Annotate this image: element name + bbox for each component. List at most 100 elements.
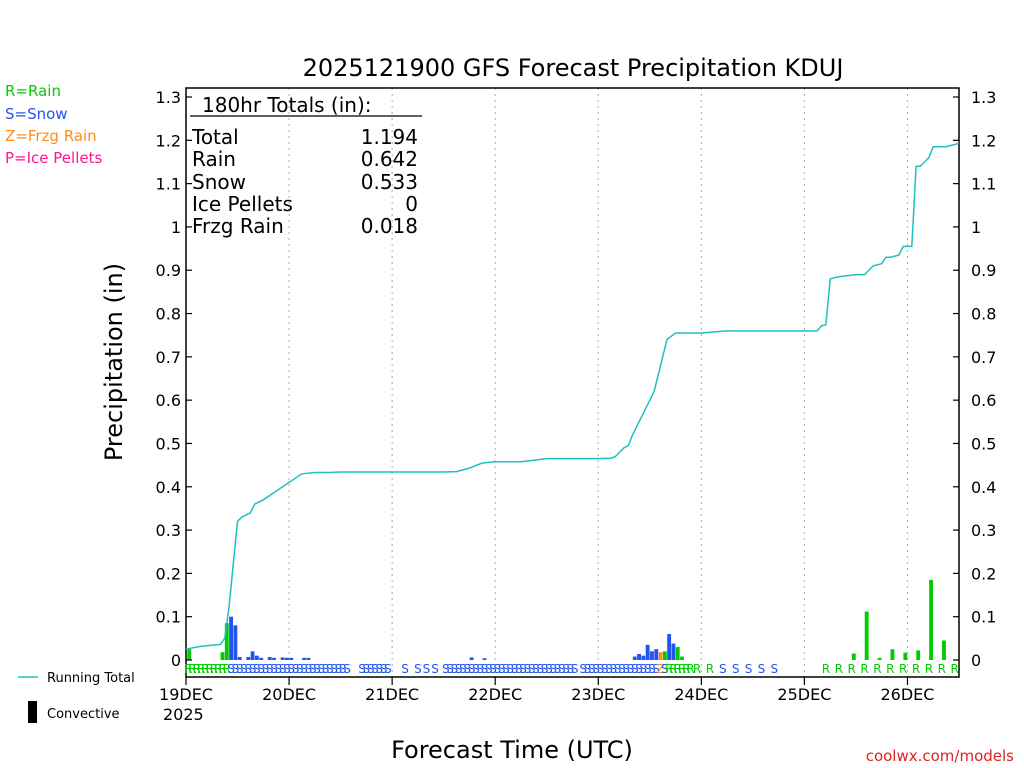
precip-type-marker: S bbox=[463, 662, 471, 676]
precip-type-marker: S bbox=[558, 662, 566, 676]
precip-type-marker: S bbox=[609, 662, 617, 676]
precip-type-marker: S bbox=[771, 662, 779, 676]
precip-type-marker: R bbox=[218, 662, 226, 676]
y-tick-label-right: 1.3 bbox=[971, 88, 996, 107]
precip-type-marker: S bbox=[618, 662, 626, 676]
precip-type-marker: S bbox=[431, 662, 439, 676]
precip-bar bbox=[469, 657, 474, 660]
totals-total-value: 1.194 bbox=[361, 125, 418, 149]
vertical-gridlines bbox=[288, 88, 908, 677]
precip-bar bbox=[280, 657, 285, 660]
y-tick-label-right: 0.1 bbox=[971, 608, 996, 627]
chart-title: 2025121900 GFS Forecast Precipitation KD… bbox=[303, 54, 844, 82]
precip-type-marker: R bbox=[184, 662, 192, 676]
precip-type-marker: R bbox=[860, 662, 868, 676]
precip-type-marker: S bbox=[528, 662, 536, 676]
precip-type-marker: S bbox=[292, 662, 300, 676]
x-tick-year-label: 2025 bbox=[163, 705, 204, 724]
y-tick-label-left: 1.1 bbox=[156, 175, 181, 194]
totals-ice-pellets-label: Ice Pellets bbox=[192, 192, 293, 216]
y-tick-label-left: 0 bbox=[171, 651, 181, 670]
precip-type-marker: S bbox=[240, 662, 248, 676]
precip-bar bbox=[929, 579, 934, 660]
precip-type-marker: R bbox=[669, 662, 677, 676]
precip-type-marker: S bbox=[502, 662, 510, 676]
precip-type-marker: R bbox=[951, 662, 959, 676]
precip-type-marker: R bbox=[847, 662, 855, 676]
precip-type-marker: S bbox=[635, 662, 643, 676]
precip-type-marker: R bbox=[201, 662, 209, 676]
precip-type-marker: S bbox=[446, 662, 454, 676]
precip-bar bbox=[267, 656, 272, 660]
precip-type-marker: S bbox=[519, 662, 527, 676]
precip-type-marker: S bbox=[279, 662, 287, 676]
x-tick-label: 26DEC bbox=[880, 685, 934, 704]
totals-snow-label: Snow bbox=[192, 170, 246, 194]
precip-type-marker: R bbox=[822, 662, 830, 676]
precip-bar bbox=[641, 655, 646, 660]
precip-bar bbox=[246, 656, 251, 660]
precip-bar bbox=[903, 652, 908, 660]
precip-bar bbox=[482, 658, 487, 660]
precip-type-marker: R bbox=[873, 662, 881, 676]
y-tick-label-left: 1.2 bbox=[156, 131, 181, 150]
precip-type-marker: S bbox=[584, 662, 592, 676]
precip-type-marker: S bbox=[442, 662, 450, 676]
precip-bar bbox=[890, 649, 895, 660]
y-tick-label-left: 0.9 bbox=[156, 261, 181, 280]
precip-type-marker: S bbox=[758, 662, 766, 676]
precip-type-marker: S bbox=[262, 662, 270, 676]
totals-freezing-rain-label: Frzg Rain bbox=[192, 214, 284, 238]
y-tick-label-right: 0.4 bbox=[971, 478, 996, 497]
plot-frame bbox=[185, 87, 960, 678]
running-total-line bbox=[185, 142, 960, 650]
precip-bar bbox=[942, 640, 946, 660]
precip-type-marker: S bbox=[283, 662, 291, 676]
precip-bar bbox=[284, 657, 289, 660]
precip-type-marker: R bbox=[925, 662, 933, 676]
y-tick-label-right: 0.8 bbox=[971, 305, 996, 324]
precip-type-marker: S bbox=[384, 662, 392, 676]
precip-type-marker: Z bbox=[656, 662, 664, 676]
precip-type-marker: R bbox=[665, 662, 673, 676]
x-tick-label: 25DEC bbox=[777, 685, 831, 704]
precip-type-marker: S bbox=[371, 662, 379, 676]
precip-type-marker: S bbox=[597, 662, 605, 676]
precip-type-marker: S bbox=[236, 662, 244, 676]
precip-type-marker: S bbox=[536, 662, 544, 676]
precip-type-marker: S bbox=[545, 662, 553, 676]
precip-bar bbox=[675, 647, 680, 660]
precip-bar bbox=[187, 649, 192, 660]
x-tick-label: 19DEC bbox=[159, 685, 213, 704]
precip-bar bbox=[272, 657, 276, 660]
precip-bar bbox=[254, 655, 259, 660]
totals-snow-value: 0.533 bbox=[361, 170, 418, 194]
legend-freezing-rain: Z=Frzg Rain bbox=[5, 127, 97, 145]
y-tick-label-left: 0.1 bbox=[156, 608, 181, 627]
precip-type-marker: R bbox=[205, 662, 213, 676]
precip-bar bbox=[877, 657, 882, 660]
x-axis-label: Forecast Time (UTC) bbox=[391, 736, 633, 764]
precip-type-marker: S bbox=[541, 662, 549, 676]
precip-type-marker: S bbox=[485, 662, 493, 676]
precip-type-marker: S bbox=[330, 662, 338, 676]
precip-type-marker: S bbox=[275, 662, 283, 676]
precip-type-marker: S bbox=[270, 662, 278, 676]
precip-bar bbox=[680, 656, 684, 660]
y-tick-label-left: 0.5 bbox=[156, 434, 181, 453]
y-tick-label-left: 0.8 bbox=[156, 305, 181, 324]
precip-type-marker: R bbox=[693, 662, 701, 676]
y-tick-label-left: 1.3 bbox=[156, 88, 181, 107]
precip-bar bbox=[250, 651, 255, 660]
precip-type-marker: S bbox=[472, 662, 480, 676]
precip-type-marker: R bbox=[886, 662, 894, 676]
precip-type-marker: S bbox=[339, 662, 347, 676]
precip-type-marker: S bbox=[363, 662, 371, 676]
x-tick-label: 24DEC bbox=[674, 685, 728, 704]
totals-ice-pellets-value: 0 bbox=[405, 192, 418, 216]
precip-type-marker: S bbox=[451, 662, 459, 676]
precip-type-marker: S bbox=[367, 662, 375, 676]
y-tick-label-right: 1.1 bbox=[971, 175, 996, 194]
series-legend: Running Total Convective bbox=[18, 671, 135, 723]
precip-type-marker: S bbox=[257, 662, 265, 676]
